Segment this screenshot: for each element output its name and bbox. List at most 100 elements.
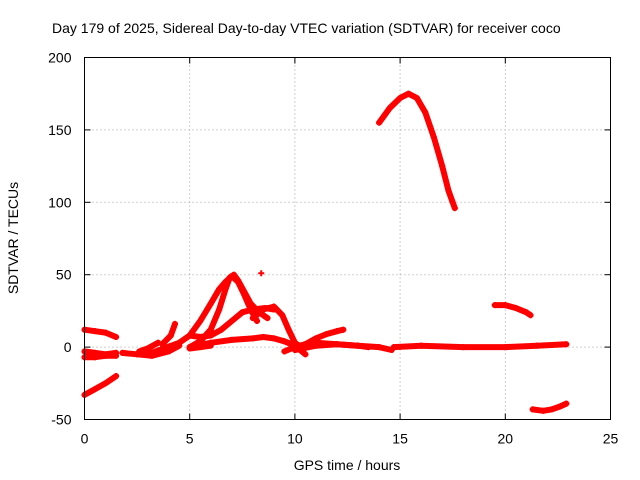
data-point <box>397 95 404 102</box>
data-point <box>529 406 536 413</box>
data-point <box>247 300 254 307</box>
data-point <box>333 341 340 348</box>
series-line <box>159 320 178 348</box>
data-point <box>226 274 233 281</box>
data-point <box>439 163 446 170</box>
data-point <box>390 344 397 351</box>
data-point <box>167 332 174 339</box>
data-point <box>260 333 267 340</box>
data-point <box>540 407 547 414</box>
data-point <box>376 119 383 126</box>
series-s16 <box>291 341 395 353</box>
data-point <box>302 351 309 358</box>
x-tick-label: 20 <box>498 431 514 447</box>
data-point <box>176 339 183 346</box>
data-point <box>186 345 193 352</box>
data-point <box>563 400 570 407</box>
series-s21 <box>258 270 265 277</box>
data-point <box>291 346 298 353</box>
data-point <box>451 205 458 212</box>
data-point <box>502 302 509 309</box>
series-s18 <box>376 90 458 212</box>
y-tick-label: 150 <box>48 122 72 138</box>
series-line <box>81 352 120 361</box>
data-point <box>171 320 178 327</box>
x-tick-label: 10 <box>287 431 303 447</box>
x-tick-label: 5 <box>186 431 194 447</box>
data-point <box>197 344 204 351</box>
data-point <box>228 336 235 343</box>
data-point <box>249 315 256 322</box>
data-point <box>264 315 271 322</box>
grid-layer <box>84 57 611 420</box>
data-point <box>333 328 340 335</box>
y-tick-label: -50 <box>51 412 71 428</box>
plot-frame <box>84 57 611 420</box>
series-layer <box>81 90 570 414</box>
data-point <box>413 95 420 102</box>
data-point <box>445 187 452 194</box>
data-point <box>216 306 223 313</box>
data-point <box>533 342 540 349</box>
chart-title: Day 179 of 2025, Sidereal Day-to-day VTE… <box>52 20 561 36</box>
data-point <box>405 90 412 97</box>
series-line <box>81 373 120 398</box>
data-point <box>228 318 235 325</box>
data-point <box>281 348 288 355</box>
x-axis-label: GPS time / hours <box>294 457 401 473</box>
data-point <box>376 344 383 351</box>
series-line <box>81 326 120 340</box>
data-point <box>92 354 99 361</box>
data-point <box>239 309 246 316</box>
data-point <box>258 270 265 277</box>
y-axis-label: SDTVAR / TECUs <box>5 182 21 294</box>
data-point <box>144 345 151 352</box>
data-point <box>460 344 467 351</box>
data-point <box>527 312 534 319</box>
data-point <box>207 326 214 333</box>
data-point <box>418 342 425 349</box>
data-point <box>92 328 99 335</box>
data-point <box>563 341 570 348</box>
data-point <box>548 406 555 413</box>
data-point <box>197 333 204 340</box>
data-point <box>249 306 256 313</box>
data-point <box>144 351 151 358</box>
data-point <box>207 300 214 307</box>
data-point <box>312 342 319 349</box>
data-point <box>270 303 277 310</box>
series-s2 <box>81 326 120 340</box>
data-point <box>113 373 120 380</box>
data-point <box>260 306 267 313</box>
data-point <box>222 286 229 293</box>
y-tick-label: 50 <box>56 267 72 283</box>
data-point <box>557 403 564 410</box>
data-point <box>218 326 225 333</box>
data-point <box>230 271 237 278</box>
series-s7 <box>159 320 178 348</box>
data-point <box>92 386 99 393</box>
data-point <box>207 342 214 349</box>
data-point <box>285 326 292 333</box>
data-point <box>279 312 286 319</box>
data-point <box>102 329 109 336</box>
data-point <box>270 335 277 342</box>
data-point <box>241 289 248 296</box>
data-point <box>523 309 530 316</box>
data-point <box>491 302 498 309</box>
data-point <box>430 134 437 141</box>
series-line <box>390 341 570 351</box>
data-point <box>197 318 204 325</box>
data-point <box>422 109 429 116</box>
y-tick-label: 0 <box>64 339 72 355</box>
x-tick-label: 15 <box>392 431 408 447</box>
x-tick-label: 0 <box>81 431 89 447</box>
data-point <box>502 344 509 351</box>
data-point <box>323 331 330 338</box>
series-s17 <box>390 341 570 351</box>
data-point <box>113 352 120 359</box>
data-point <box>249 335 256 342</box>
data-point <box>386 105 393 112</box>
x-tick-label: 25 <box>603 431 619 447</box>
